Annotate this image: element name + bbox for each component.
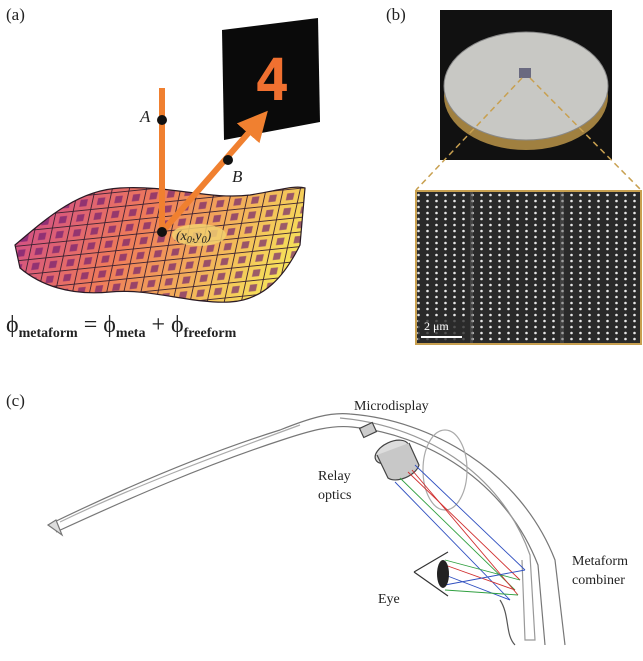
combiner-label: combiner bbox=[572, 573, 625, 588]
panel-label: (a) bbox=[6, 5, 25, 24]
point-b-label: B bbox=[232, 167, 243, 186]
combiner-label: Metaform bbox=[572, 554, 628, 569]
formula: ϕmetaform=ϕmeta+ϕfreeform bbox=[6, 312, 237, 341]
scale-label: 2 μm bbox=[424, 319, 449, 333]
disk-top bbox=[444, 32, 608, 140]
microdisplay-label: Microdisplay bbox=[354, 399, 429, 414]
relay-label: optics bbox=[318, 488, 351, 503]
point-a bbox=[157, 115, 167, 125]
combiner-edge bbox=[340, 418, 535, 640]
sem-streak bbox=[470, 192, 473, 343]
microdisplay bbox=[360, 423, 377, 438]
frame-outer bbox=[48, 414, 565, 645]
housing bbox=[423, 430, 467, 510]
metasurface-area bbox=[519, 68, 531, 78]
relay-label: Relay bbox=[318, 469, 351, 484]
panel-label: (c) bbox=[6, 391, 25, 410]
origin-point bbox=[157, 227, 167, 237]
panel-b: (b) 2 μm bbox=[386, 5, 641, 344]
sem-streak bbox=[560, 192, 564, 343]
panel-label: (b) bbox=[386, 5, 406, 24]
point-a-label: A bbox=[139, 107, 151, 126]
eye-label: Eye bbox=[378, 592, 400, 607]
frame-temple bbox=[60, 425, 300, 522]
page: {"panel_a":{"label":"(a)","point_a":"A",… bbox=[0, 0, 643, 656]
origin-label: (x0,y0) bbox=[176, 229, 212, 246]
display-digit: 4 bbox=[255, 46, 290, 114]
eye-lens bbox=[437, 560, 449, 588]
figure: (a) 4 A B (x0,y0) ϕmetaform=ϕmeta+ϕfreef… bbox=[0, 0, 643, 656]
nose-pad bbox=[500, 600, 515, 645]
point-b bbox=[223, 155, 233, 165]
panel-a: (a) 4 A B (x0,y0) ϕmetaform=ϕmeta+ϕfreef… bbox=[0, 5, 320, 341]
frame-inner bbox=[56, 427, 545, 645]
panel-c: (c) Microdisplay Relay optics Eye Metafo… bbox=[6, 391, 628, 645]
frame-tip bbox=[48, 520, 62, 535]
